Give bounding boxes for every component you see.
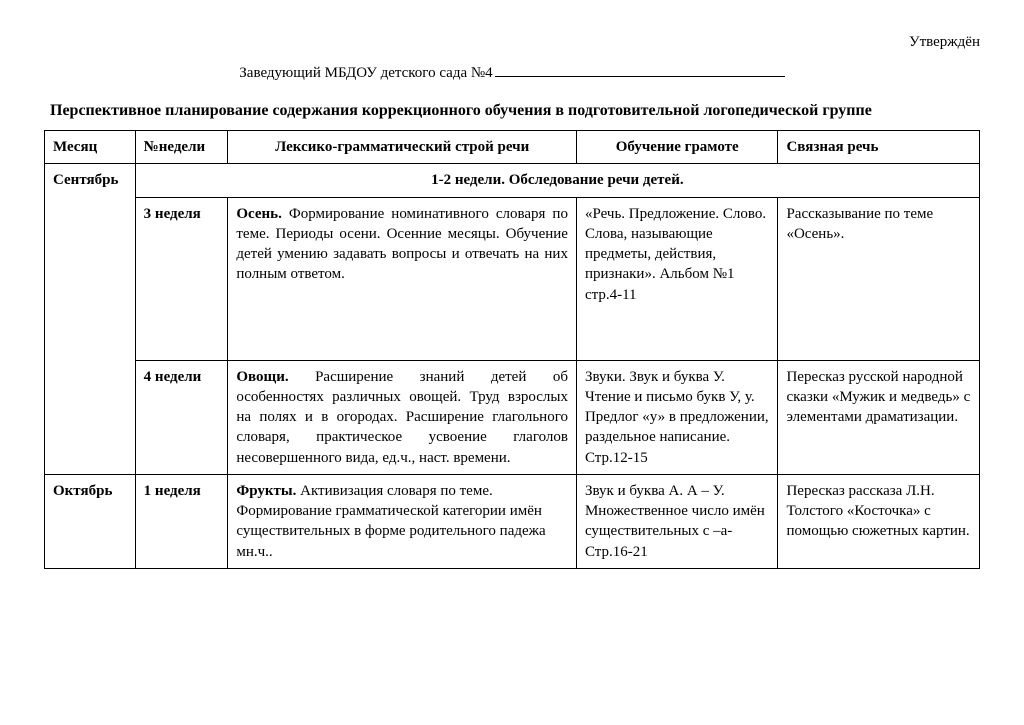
signature-underline — [495, 76, 785, 77]
document-title: Перспективное планирование содержания ко… — [50, 102, 980, 120]
cell-literacy: Звуки. Звук и буква У. Чтение и письмо б… — [576, 360, 778, 474]
table-row: 3 неделя Осень. Формирование номинативно… — [45, 197, 980, 360]
approved-label: Утверждён — [44, 34, 980, 51]
table-row: Октябрь 1 неделя Фрукты. Активизация сло… — [45, 474, 980, 568]
cell-lexical: Осень. Формирование номинативного словар… — [228, 197, 577, 360]
cell-lexical: Овощи. Расширение знаний детей об особен… — [228, 360, 577, 474]
head-signature-line: Заведующий МБДОУ детского сада №4 — [44, 65, 980, 82]
cell-literacy: Звук и буква А. А – У. Множественное чис… — [576, 474, 778, 568]
cell-speech: Рассказывание по теме «Осень». — [778, 197, 980, 360]
col-week: №недели — [135, 131, 228, 164]
document-page: Утверждён Заведующий МБДОУ детского сада… — [0, 0, 1024, 589]
cell-speech: Пересказ русской народной сказки «Мужик … — [778, 360, 980, 474]
cell-week: 3 неделя — [135, 197, 228, 360]
cell-lexical: Фрукты. Активизация словаря по теме. Фор… — [228, 474, 577, 568]
col-lexical: Лексико-грамматический строй речи — [228, 131, 577, 164]
cell-month-september: Сентябрь — [45, 164, 136, 475]
cell-week: 4 недели — [135, 360, 228, 474]
table-header-row: Месяц №недели Лексико-грамматический стр… — [45, 131, 980, 164]
col-month: Месяц — [45, 131, 136, 164]
planning-table: Месяц №недели Лексико-грамматический стр… — [44, 130, 980, 569]
cell-week: 1 неделя — [135, 474, 228, 568]
table-row: 4 недели Овощи. Расширение знаний детей … — [45, 360, 980, 474]
cell-month-october: Октябрь — [45, 474, 136, 568]
col-speech: Связная речь — [778, 131, 980, 164]
table-row: Сентябрь 1-2 недели. Обследование речи д… — [45, 164, 980, 197]
cell-literacy: «Речь. Предложение. Слово. Слова, называ… — [576, 197, 778, 360]
cell-speech: Пересказ рассказа Л.Н. Толстого «Косточк… — [778, 474, 980, 568]
col-literacy: Обучение грамоте — [576, 131, 778, 164]
head-prefix: Заведующий МБДОУ детского сада №4 — [239, 65, 492, 81]
cell-examination-band: 1-2 недели. Обследование речи детей. — [135, 164, 979, 197]
